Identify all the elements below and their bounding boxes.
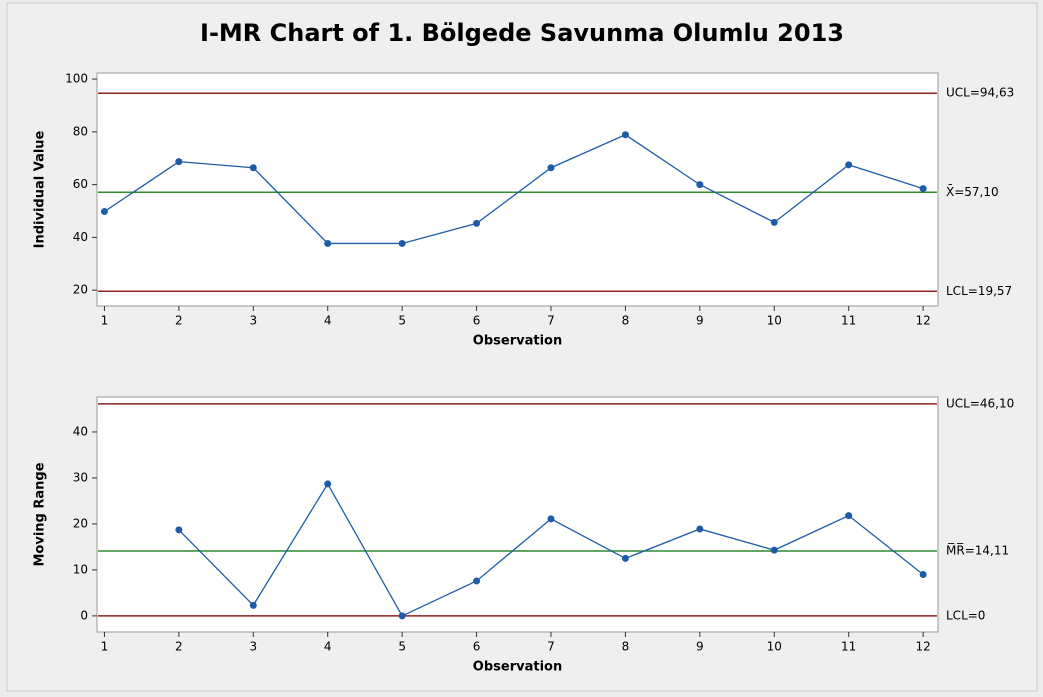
x-tick-label: 9 bbox=[696, 640, 704, 654]
data-point bbox=[324, 480, 332, 488]
x-axis-label: Observation bbox=[473, 334, 562, 349]
data-point bbox=[845, 161, 853, 169]
y-tick-label: 20 bbox=[73, 516, 88, 530]
data-point bbox=[621, 554, 629, 562]
control-limit-label: LCL=0 bbox=[946, 608, 985, 622]
data-point bbox=[547, 164, 555, 172]
x-tick-label: 11 bbox=[841, 314, 856, 328]
x-tick-label: 4 bbox=[324, 314, 332, 328]
y-tick-label: 40 bbox=[73, 230, 88, 244]
x-tick-label: 4 bbox=[324, 640, 332, 654]
data-point bbox=[398, 612, 406, 620]
x-tick-label: 10 bbox=[767, 314, 782, 328]
data-point bbox=[249, 164, 257, 172]
data-point bbox=[919, 185, 927, 193]
y-tick-label: 60 bbox=[73, 177, 88, 191]
data-point bbox=[473, 577, 481, 585]
data-point bbox=[547, 515, 555, 523]
y-tick-label: 10 bbox=[73, 562, 88, 576]
data-point bbox=[398, 239, 406, 247]
y-axis-label: Individual Value bbox=[33, 130, 48, 248]
x-tick-label: 1 bbox=[101, 640, 109, 654]
x-tick-label: 3 bbox=[249, 640, 257, 654]
control-limit-label: M̅R̅=14,11 bbox=[946, 542, 1009, 557]
data-point bbox=[696, 181, 704, 189]
y-tick-label: 80 bbox=[73, 124, 88, 138]
data-point bbox=[175, 158, 183, 166]
x-tick-label: 5 bbox=[398, 640, 406, 654]
data-point bbox=[473, 219, 481, 227]
data-point bbox=[100, 208, 108, 216]
x-tick-label: 7 bbox=[547, 314, 555, 328]
y-tick-label: 30 bbox=[73, 470, 88, 484]
x-tick-label: 12 bbox=[915, 314, 930, 328]
x-axis-label: Observation bbox=[473, 660, 562, 675]
data-point bbox=[249, 601, 257, 609]
y-tick-label: 20 bbox=[73, 283, 88, 297]
data-point bbox=[696, 525, 704, 533]
x-tick-label: 6 bbox=[473, 314, 481, 328]
data-point bbox=[324, 239, 332, 247]
x-tick-label: 9 bbox=[696, 314, 704, 328]
chart-title: I-MR Chart of 1. Bölgede Savunma Olumlu … bbox=[200, 19, 844, 47]
x-tick-label: 2 bbox=[175, 640, 183, 654]
x-tick-label: 8 bbox=[622, 314, 630, 328]
x-tick-label: 2 bbox=[175, 314, 183, 328]
data-point bbox=[770, 218, 778, 226]
x-tick-label: 6 bbox=[473, 640, 481, 654]
x-tick-label: 3 bbox=[249, 314, 257, 328]
data-point bbox=[621, 131, 629, 139]
data-point bbox=[919, 571, 927, 579]
control-limit-label: LCL=19,57 bbox=[946, 284, 1012, 298]
x-tick-label: 10 bbox=[767, 640, 782, 654]
x-tick-label: 12 bbox=[915, 640, 930, 654]
y-tick-label: 40 bbox=[73, 424, 88, 438]
plot-area bbox=[96, 396, 939, 633]
control-limit-label: X̄=57,10 bbox=[946, 185, 999, 199]
control-limit-label: UCL=46,10 bbox=[946, 396, 1014, 410]
control-limit-label: UCL=94,63 bbox=[946, 86, 1014, 100]
plot-area bbox=[96, 72, 939, 307]
data-point bbox=[845, 512, 853, 520]
series-line bbox=[104, 134, 924, 245]
y-tick-label: 0 bbox=[80, 608, 88, 622]
x-tick-label: 5 bbox=[398, 314, 406, 328]
x-tick-label: 7 bbox=[547, 640, 555, 654]
y-axis-label: Moving Range bbox=[33, 462, 48, 566]
x-tick-label: 1 bbox=[101, 314, 109, 328]
x-tick-label: 11 bbox=[841, 640, 856, 654]
data-point bbox=[770, 546, 778, 554]
x-tick-label: 8 bbox=[622, 640, 630, 654]
data-point bbox=[175, 526, 183, 534]
y-tick-label: 100 bbox=[65, 72, 88, 86]
